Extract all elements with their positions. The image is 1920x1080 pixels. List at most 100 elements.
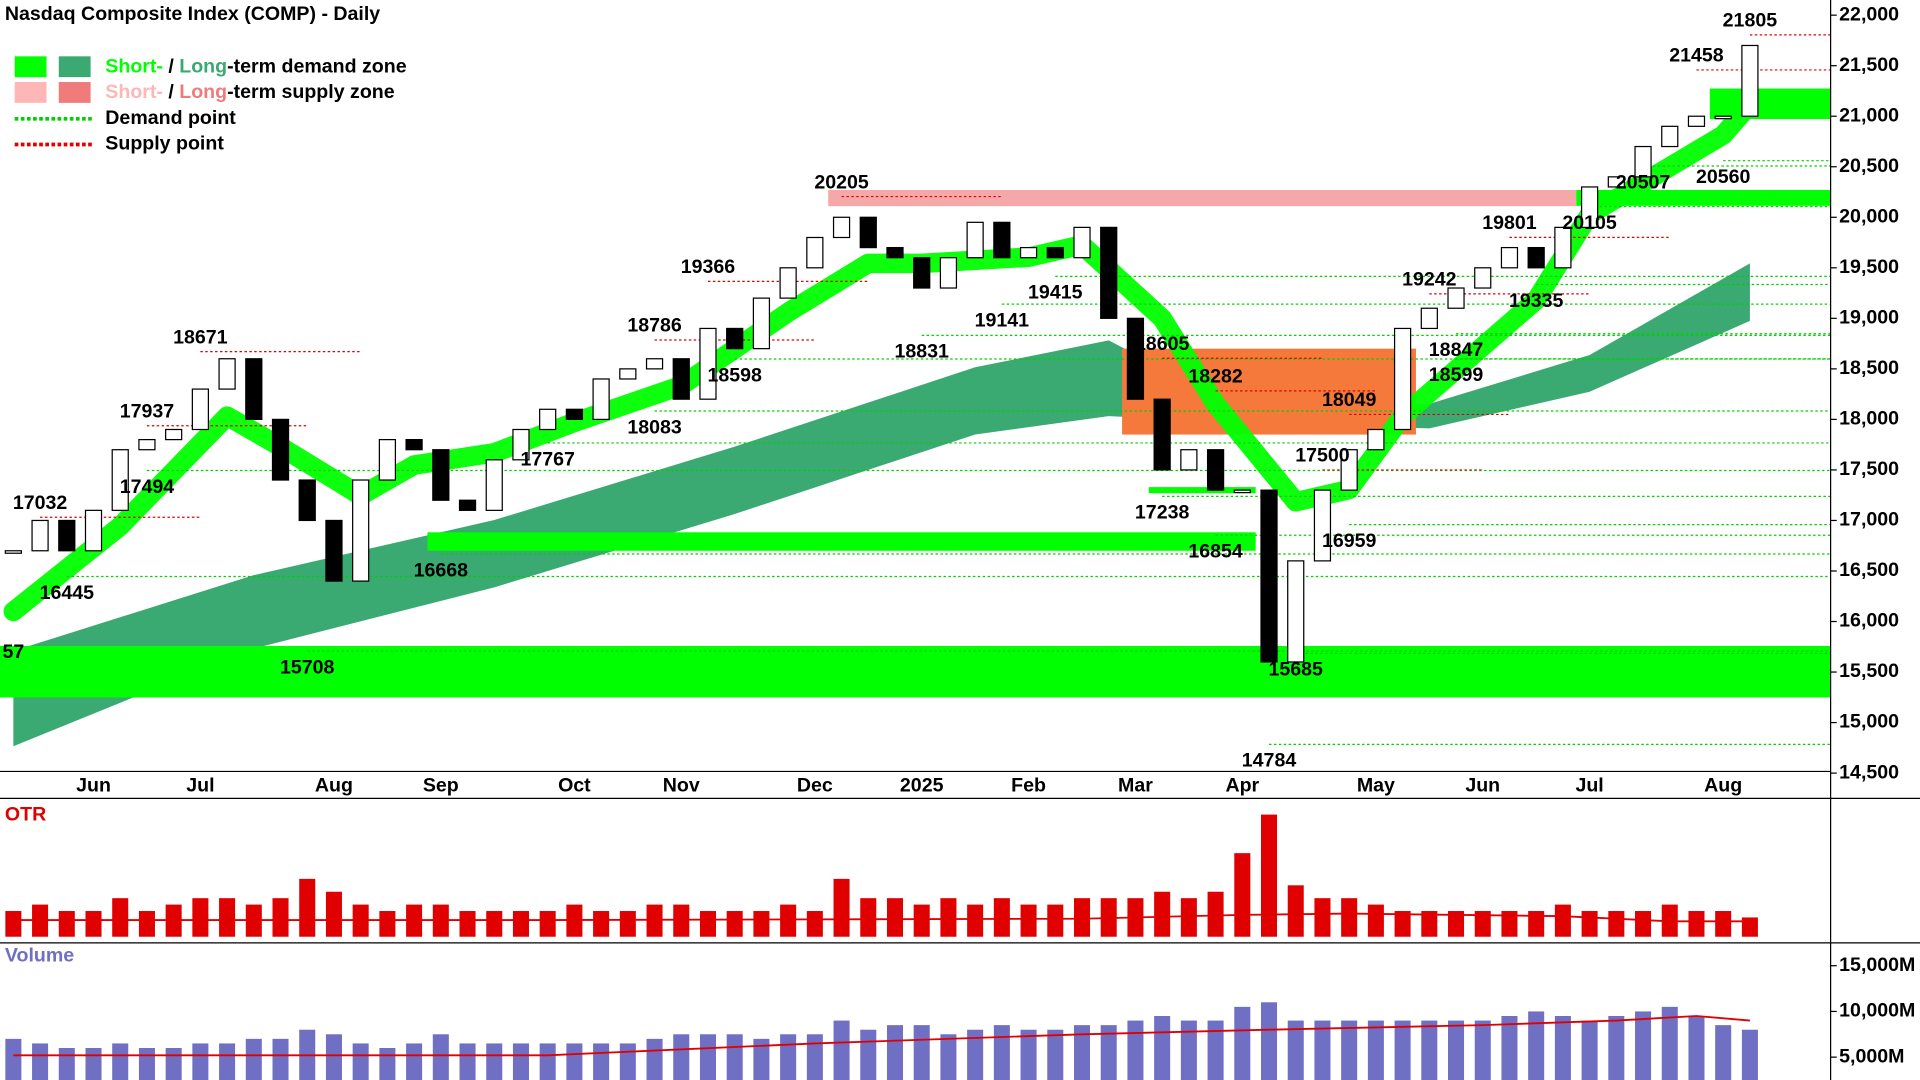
bar bbox=[1367, 904, 1384, 937]
bar bbox=[1314, 1020, 1331, 1080]
candle bbox=[779, 267, 797, 299]
bar bbox=[1287, 885, 1304, 937]
x-tick-label: 2025 bbox=[900, 774, 944, 796]
average-line bbox=[13, 912, 1750, 923]
candle bbox=[1287, 560, 1305, 663]
candle bbox=[1206, 449, 1225, 491]
candle bbox=[485, 459, 503, 511]
bar bbox=[993, 898, 1010, 937]
bar bbox=[1020, 1029, 1037, 1080]
bar bbox=[459, 1043, 476, 1080]
bar bbox=[112, 898, 129, 937]
annotation-label: 17032 bbox=[13, 492, 68, 514]
bar bbox=[886, 1025, 904, 1080]
plot-layer bbox=[0, 34, 1831, 1080]
bar bbox=[459, 911, 476, 937]
y-tick-label: 18,500 bbox=[1839, 357, 1899, 379]
bar bbox=[913, 904, 930, 937]
candle bbox=[672, 358, 690, 400]
candle bbox=[592, 378, 610, 421]
bar bbox=[512, 911, 529, 937]
candle bbox=[191, 388, 209, 431]
legend-swatch bbox=[58, 56, 91, 78]
annotation-label: 20507 bbox=[1616, 171, 1671, 193]
candle bbox=[1046, 246, 1064, 259]
bar bbox=[1047, 1029, 1064, 1080]
y-tick-label: 22,000 bbox=[1839, 3, 1899, 25]
bar bbox=[1073, 898, 1091, 937]
zone bbox=[0, 645, 1831, 698]
y-tick-label: 17,500 bbox=[1839, 458, 1899, 480]
bar bbox=[806, 1034, 823, 1080]
bar bbox=[1287, 1020, 1304, 1080]
annotation-label: 18786 bbox=[627, 315, 682, 337]
bar bbox=[967, 1029, 984, 1080]
bar bbox=[753, 1038, 770, 1080]
zone bbox=[1148, 487, 1256, 494]
bar bbox=[58, 911, 75, 937]
bar bbox=[886, 898, 904, 937]
bar bbox=[726, 1034, 743, 1080]
annotation-label: 18671 bbox=[173, 326, 228, 348]
candle bbox=[1447, 287, 1465, 309]
bar bbox=[1234, 1006, 1251, 1080]
bar bbox=[780, 1034, 797, 1080]
candle bbox=[1554, 226, 1572, 269]
x-tick-label: Dec bbox=[797, 774, 833, 796]
bar bbox=[486, 1043, 503, 1080]
annotation-label: 16668 bbox=[414, 559, 469, 581]
candle bbox=[298, 479, 316, 522]
candle bbox=[1126, 317, 1145, 400]
y-tick-label: 15,000 bbox=[1839, 711, 1899, 733]
bar bbox=[325, 1034, 342, 1080]
bar bbox=[539, 1043, 556, 1080]
annotation-label: 19242 bbox=[1402, 269, 1457, 291]
bar bbox=[85, 911, 102, 937]
bar bbox=[1047, 904, 1064, 937]
bar bbox=[1635, 911, 1652, 937]
candle bbox=[138, 438, 156, 451]
candle bbox=[245, 358, 263, 421]
x-tick-label: May bbox=[1357, 774, 1395, 796]
legend-text: Long bbox=[179, 81, 227, 103]
annotation-label: 17767 bbox=[520, 448, 575, 470]
candle bbox=[111, 449, 129, 511]
bar bbox=[219, 1043, 236, 1080]
candle bbox=[458, 499, 477, 511]
bar bbox=[32, 1043, 49, 1080]
bar bbox=[1528, 1011, 1545, 1080]
bar bbox=[1180, 1020, 1197, 1080]
y-tick-label: 19,000 bbox=[1839, 307, 1899, 329]
bar bbox=[1688, 911, 1705, 937]
bar bbox=[1581, 911, 1598, 937]
candle bbox=[1580, 186, 1599, 228]
y-tick-label: 19,500 bbox=[1839, 256, 1899, 278]
candle bbox=[539, 408, 557, 431]
annotation-label: 16959 bbox=[1322, 530, 1377, 552]
candle bbox=[1313, 489, 1332, 562]
legend-text: -term demand zone bbox=[227, 56, 407, 78]
bar bbox=[1180, 898, 1197, 937]
candle bbox=[1741, 44, 1759, 117]
bar bbox=[726, 911, 743, 937]
annotation-label: 19141 bbox=[975, 309, 1030, 331]
candle bbox=[1661, 125, 1679, 148]
bar bbox=[138, 1048, 155, 1080]
candle bbox=[1367, 428, 1385, 451]
bar bbox=[1581, 1020, 1598, 1080]
y-tick-label: 21,500 bbox=[1839, 54, 1899, 76]
y-tick-label: 18,000 bbox=[1839, 408, 1899, 430]
candle bbox=[939, 257, 958, 289]
bar bbox=[85, 1048, 102, 1080]
legend-text: Long bbox=[179, 56, 227, 78]
bar bbox=[1741, 917, 1758, 937]
bar bbox=[539, 911, 556, 937]
bar bbox=[1421, 1020, 1438, 1080]
annotation-label: 18831 bbox=[894, 341, 949, 363]
bar bbox=[1207, 1020, 1224, 1080]
bar bbox=[1234, 853, 1251, 937]
annotation-label: 15708 bbox=[280, 656, 335, 678]
bar bbox=[1688, 1016, 1705, 1080]
bar bbox=[780, 904, 797, 937]
bar bbox=[940, 898, 957, 937]
